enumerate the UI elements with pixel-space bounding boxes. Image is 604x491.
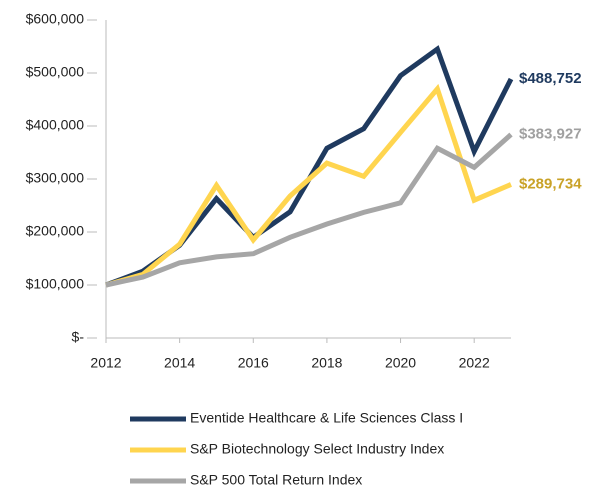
series-line: [105, 83, 512, 288]
x-tick-label: 2020: [385, 355, 416, 371]
legend-label: S&P 500 Total Return Index: [190, 472, 362, 488]
y-tick-label: $300,000: [26, 170, 85, 186]
legend-label: Eventide Healthcare & Life Sciences Clas…: [190, 410, 463, 426]
y-tick-label: $500,000: [26, 64, 85, 80]
legend-label: S&P Biotechnology Select Industry Index: [190, 441, 444, 457]
series-line: [105, 45, 514, 288]
end-label: $488,752: [519, 70, 582, 87]
series-line: [105, 132, 513, 288]
y-tick-label: $-: [72, 329, 85, 345]
x-tick-label: 2018: [311, 355, 342, 371]
y-tick-label: $100,000: [26, 276, 85, 292]
x-tick-label: 2022: [459, 355, 490, 371]
end-label: $289,734: [519, 175, 582, 192]
x-tick-label: 2016: [238, 355, 269, 371]
y-tick-label: $600,000: [26, 11, 85, 27]
y-tick-label: $400,000: [26, 117, 85, 133]
x-tick-label: 2012: [90, 355, 121, 371]
x-tick-label: 2014: [164, 355, 195, 371]
y-tick-label: $200,000: [26, 223, 85, 239]
end-label: $383,927: [519, 125, 582, 142]
